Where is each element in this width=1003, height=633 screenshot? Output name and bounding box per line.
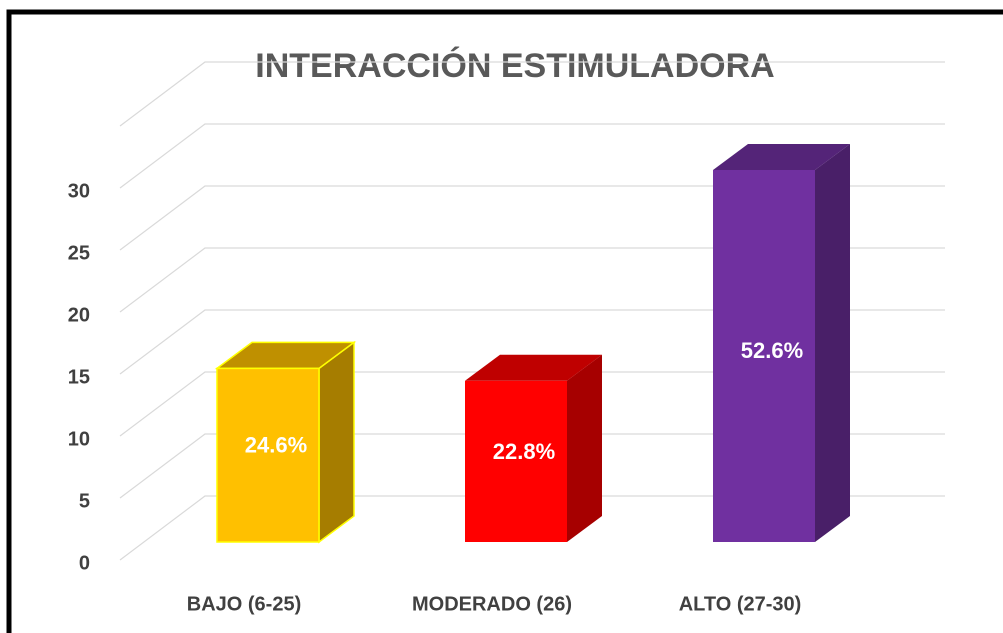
- grid-line: [119, 371, 945, 437]
- grid-line: [119, 123, 945, 189]
- y-tick-label: 30: [68, 180, 90, 202]
- y-tick-label: 0: [79, 552, 90, 574]
- y-tick-label: 25: [68, 242, 90, 264]
- grid-line: [119, 495, 945, 561]
- x-tick-label: MODERADO (26): [412, 593, 572, 615]
- chart-title: INTERACCIÓN ESTIMULADORA: [255, 47, 774, 85]
- data-label: 24.6%: [245, 432, 307, 457]
- grid-line: [119, 247, 945, 313]
- bar: [465, 380, 567, 542]
- y-tick-label: 5: [79, 490, 90, 512]
- bar: [713, 170, 815, 542]
- bar-side: [318, 340, 355, 544]
- data-label: 22.8%: [493, 439, 555, 464]
- wall-edge: [119, 61, 945, 127]
- grid-line: [119, 433, 945, 499]
- y-tick-label: 15: [68, 366, 90, 388]
- x-tick-label: ALTO (27-30): [679, 593, 802, 615]
- bar-top: [713, 144, 850, 170]
- bar: [216, 367, 320, 543]
- x-tick-label: BAJO (6-25): [187, 593, 301, 615]
- bar-side: [815, 144, 850, 542]
- y-tick-label: 20: [68, 304, 90, 326]
- grid-line: [119, 309, 945, 375]
- y-tick-label: 10: [68, 428, 90, 450]
- grid-line: [119, 185, 945, 251]
- bar-side: [567, 354, 602, 542]
- data-label: 52.6%: [741, 338, 803, 363]
- bar-top: [465, 354, 602, 381]
